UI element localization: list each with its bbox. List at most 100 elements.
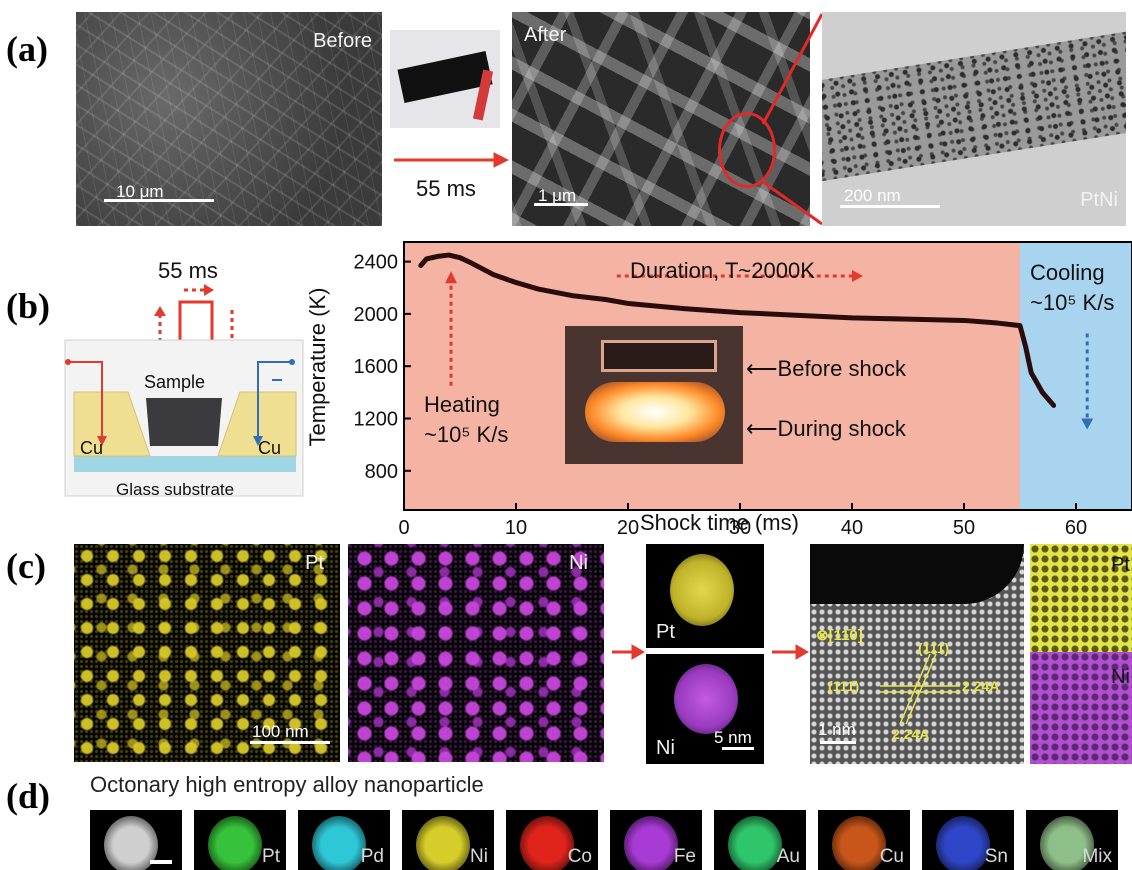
panel-c-label: (c): [6, 546, 46, 586]
x-tick-label: 30: [729, 517, 751, 539]
eds-tile-label: Cu: [879, 846, 904, 867]
np-pt-label: Pt: [656, 621, 675, 643]
arrow-to-hrstem: [772, 644, 809, 660]
before-label: Before: [313, 30, 372, 52]
tem-nanofiber: [822, 19, 1126, 185]
ni-eds-map: Ni: [348, 544, 604, 762]
heating-annotation-line2: ~10⁵ K/s: [424, 422, 509, 447]
haadf-scale-bar: [150, 860, 172, 864]
eds-tile-label: Au: [776, 846, 800, 867]
cooling-annotation-line1: Cooling: [1030, 260, 1105, 285]
eds-tile-sn: Sn: [922, 810, 1014, 870]
lattice-ni-label: Ni: [1111, 666, 1130, 688]
eds-tile-label: Sn: [984, 846, 1008, 867]
vacuum-region: [810, 544, 1024, 604]
lattice-ni-map: Ni: [1030, 652, 1132, 764]
photo-glow: [585, 382, 725, 442]
np-ni-label: Ni: [656, 737, 675, 759]
sem-before-image: Before 10 μm: [76, 12, 382, 226]
eds-particle: [416, 816, 470, 870]
y-tick-label: 800: [365, 461, 398, 483]
lattice-pt-label: Pt: [1111, 554, 1130, 576]
eds-tile-label: Co: [567, 846, 592, 867]
duration-annotation: Duration, T~2000K: [630, 258, 815, 283]
after-scale-text: 1 μm: [538, 186, 577, 205]
cu-left-label: Cu: [80, 438, 104, 458]
np-ni-map: Ni 5 nm: [646, 654, 764, 764]
eds-tile-label: Pd: [360, 846, 384, 867]
plane-11m1-label: (111̄): [828, 678, 860, 694]
before-scale-text: 10 μm: [116, 182, 164, 201]
pt-map-label: Pt: [305, 552, 324, 574]
panel-b-label: (b): [6, 286, 50, 326]
cu-right-label: Cu: [258, 438, 282, 458]
panel-a-label: (a): [6, 29, 48, 69]
eds-tile-fe: Fe: [610, 810, 702, 870]
d-spacing-1-label: 2.24A: [962, 678, 1000, 694]
before-scale-bar: [104, 199, 214, 202]
heating-annotation-line1: Heating: [424, 392, 500, 417]
after-label: After: [524, 24, 567, 46]
hrstem-image: ⊗[11̄0] (111) (111̄) 2.24A 2.24A 1 nm: [810, 544, 1024, 764]
zone-axis-label: ⊗[11̄0]: [816, 627, 863, 644]
eds-particle: [832, 816, 886, 870]
temperature-chart: 0 10 20 30 40 50 60 800 1200 1600 2000 2400: [354, 241, 1132, 539]
y-tick-label: 2400: [354, 252, 399, 274]
chart-ylabel: Temperature (K): [305, 287, 330, 447]
np-ni-particle: [674, 664, 738, 734]
eds-tile-label: Pt: [262, 846, 280, 867]
eds-tile-label: Ni: [470, 846, 488, 867]
y-tick-label: 1600: [354, 356, 399, 378]
hr-scale-text: 1 nm: [818, 720, 856, 739]
duration-arrow-head: [852, 269, 863, 282]
y-tick-label: 2000: [354, 304, 399, 326]
x-tick-label: 50: [953, 517, 975, 539]
panel-d-title: Octonary high entropy alloy nanoparticle: [90, 772, 484, 797]
eds-tile-label: Mix: [1082, 846, 1112, 867]
process-time-label: 55 ms: [416, 176, 476, 201]
x-tick-label: 10: [505, 517, 527, 539]
eds-tile-cu: Cu: [818, 810, 910, 870]
sem-after-image: After 1 μm: [512, 12, 810, 226]
x-tick-label: 20: [617, 517, 639, 539]
tem-scale-text: 200 nm: [844, 186, 901, 205]
x-tick-label: 60: [1065, 517, 1087, 539]
eds-tile-pt: Pt: [194, 810, 286, 870]
sample-photo: [390, 30, 500, 128]
eds-tile-au: Au: [714, 810, 806, 870]
eds-particle: [1040, 816, 1094, 870]
before-shock-label: ⟵Before shock: [746, 356, 906, 381]
cooling-annotation-line2: ~10⁵ K/s: [1030, 290, 1115, 315]
shock-photo: [565, 326, 743, 464]
map-scale-text: 100 nm: [252, 722, 309, 741]
eds-particle: [520, 816, 574, 870]
lattice-lines: [880, 653, 960, 725]
temperature-series-line: [418, 252, 1057, 408]
np-pt-particle: [670, 554, 734, 626]
substrate-label: Glass substrate: [116, 480, 235, 499]
eds-particle: [104, 816, 158, 870]
zoom-circle: [718, 112, 776, 188]
eds-particle: [624, 816, 678, 870]
eds-particle: [728, 816, 782, 870]
eds-particle: [936, 816, 990, 870]
panel-d-label: (d): [6, 776, 50, 816]
chart-xlabel: Shock time (ms): [640, 510, 799, 535]
lattice-pt-map: Pt: [1030, 544, 1132, 652]
eds-tile-haadf: [90, 810, 182, 870]
sample-label: Sample: [144, 372, 206, 392]
ni-map-label: Ni: [569, 552, 588, 574]
plane-111-label: (111): [918, 640, 950, 656]
hr-scale-bar: [820, 741, 856, 744]
eds-tile-co: Co: [506, 810, 598, 870]
x-tick-label: 40: [841, 517, 863, 539]
tem-label: PtNi: [1080, 189, 1118, 211]
x-tick-label: 0: [398, 517, 409, 539]
np-pt-map: Pt: [646, 544, 764, 648]
photo-before-sample: [601, 340, 717, 372]
zoom-lines: [761, 13, 824, 226]
during-shock-label: ⟵During shock: [746, 416, 906, 441]
tem-image: 200 nm PtNi: [822, 12, 1126, 226]
device-schematic: [64, 284, 304, 497]
y-tick-label: 1200: [354, 408, 399, 430]
